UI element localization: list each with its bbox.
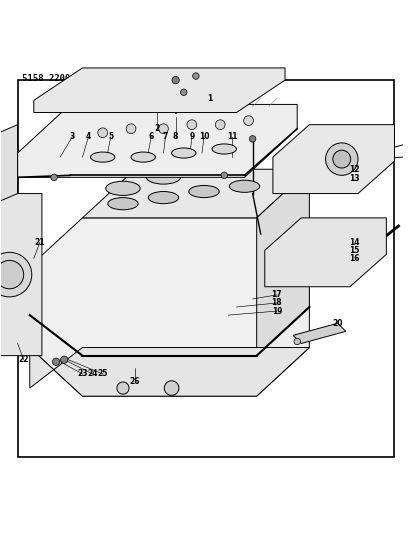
Circle shape	[164, 381, 179, 395]
Ellipse shape	[106, 181, 140, 196]
Text: 23: 23	[77, 369, 88, 378]
Ellipse shape	[131, 152, 155, 162]
Text: 8: 8	[173, 132, 178, 141]
Text: 25: 25	[98, 369, 108, 378]
Circle shape	[180, 89, 187, 95]
Polygon shape	[30, 307, 309, 396]
Circle shape	[244, 116, 253, 125]
Circle shape	[249, 135, 256, 142]
Text: 5: 5	[108, 132, 113, 141]
Circle shape	[0, 261, 24, 289]
Ellipse shape	[189, 185, 219, 198]
Text: 13: 13	[349, 174, 359, 183]
Text: 7: 7	[163, 132, 168, 141]
Text: 18: 18	[272, 298, 282, 308]
Text: 12: 12	[349, 165, 359, 174]
Circle shape	[60, 356, 68, 364]
Polygon shape	[257, 169, 309, 356]
Circle shape	[0, 252, 32, 297]
Text: 24: 24	[87, 369, 98, 378]
Ellipse shape	[229, 180, 260, 192]
Ellipse shape	[212, 144, 236, 154]
Text: 19: 19	[272, 306, 282, 316]
Text: 3: 3	[70, 132, 75, 141]
Circle shape	[221, 172, 228, 179]
Polygon shape	[265, 218, 386, 287]
Circle shape	[98, 128, 108, 138]
Ellipse shape	[172, 148, 196, 158]
Ellipse shape	[91, 152, 115, 162]
Text: 26: 26	[130, 377, 140, 386]
Text: 9: 9	[189, 132, 195, 141]
Text: 16: 16	[349, 254, 359, 263]
Circle shape	[326, 143, 358, 175]
Circle shape	[215, 120, 225, 130]
Ellipse shape	[148, 191, 179, 204]
Polygon shape	[30, 348, 309, 396]
Polygon shape	[82, 169, 309, 218]
Circle shape	[333, 150, 351, 168]
Circle shape	[53, 358, 60, 366]
Text: 5158 2200: 5158 2200	[22, 74, 70, 83]
Text: 15: 15	[349, 246, 359, 255]
Polygon shape	[0, 193, 42, 356]
Ellipse shape	[108, 198, 138, 210]
Polygon shape	[18, 104, 297, 177]
Text: 20: 20	[333, 319, 343, 328]
Ellipse shape	[227, 147, 262, 161]
Text: 14: 14	[349, 238, 359, 247]
Circle shape	[294, 338, 300, 345]
Polygon shape	[273, 125, 395, 193]
Text: 2: 2	[155, 124, 160, 133]
Circle shape	[117, 382, 129, 394]
Polygon shape	[30, 218, 309, 356]
Circle shape	[187, 120, 197, 130]
Text: 4: 4	[86, 132, 91, 141]
Text: 17: 17	[272, 290, 282, 300]
Text: 1: 1	[207, 94, 213, 103]
Polygon shape	[34, 68, 285, 112]
Polygon shape	[0, 125, 18, 206]
Text: 11: 11	[227, 132, 237, 141]
Text: 10: 10	[199, 132, 209, 141]
Text: 22: 22	[18, 355, 29, 364]
Circle shape	[51, 174, 57, 181]
Polygon shape	[293, 323, 346, 343]
Text: 6: 6	[149, 132, 154, 141]
Circle shape	[159, 124, 169, 134]
Ellipse shape	[187, 159, 221, 173]
Circle shape	[126, 124, 136, 134]
Ellipse shape	[146, 170, 181, 184]
Circle shape	[172, 76, 179, 84]
Text: 21: 21	[35, 238, 45, 247]
Circle shape	[193, 73, 199, 79]
